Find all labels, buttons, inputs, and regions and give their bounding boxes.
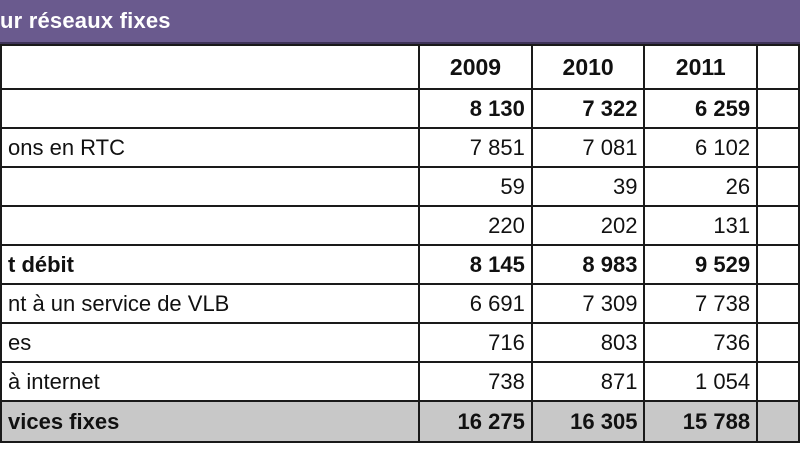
table-row: à internet 738 871 1 054 [0,361,800,402]
cell-2010: 39 [530,166,646,207]
column-header-2011: 2011 [643,44,759,90]
cell-extra [756,88,800,129]
table-row: 59 39 26 [0,166,800,207]
row-label [0,205,421,246]
table-row: 8 130 7 322 6 259 [0,88,800,129]
total-extra [756,400,800,443]
cell-2009: 8 145 [418,244,533,285]
cell-2010: 8 983 [530,244,646,285]
table-row: t débit 8 145 8 983 9 529 [0,244,800,285]
table-header-bar: ur réseaux fixes [0,0,800,44]
cell-2011: 736 [643,322,759,363]
cell-2009: 220 [418,205,533,246]
cell-2009: 59 [418,166,533,207]
total-row: vices fixes 16 275 16 305 15 788 [0,400,800,443]
total-2011: 15 788 [643,400,759,443]
cell-2010: 871 [530,361,646,402]
column-header-2010: 2010 [530,44,646,90]
year-header-row: 2009 2010 2011 [0,44,800,90]
row-label: nt à un service de VLB [0,283,421,324]
column-header-2009: 2009 [418,44,533,90]
row-label: ons en RTC [0,127,421,168]
row-label: es [0,322,421,363]
cell-2011: 7 738 [643,283,759,324]
cell-2009: 7 851 [418,127,533,168]
total-2009: 16 275 [418,400,533,443]
cell-extra [756,127,800,168]
cell-2011: 6 259 [643,88,759,129]
total-2010: 16 305 [530,400,646,443]
total-label: vices fixes [0,400,421,443]
cell-extra [756,361,800,402]
cell-2011: 26 [643,166,759,207]
cell-2010: 7 309 [530,283,646,324]
table-row: ons en RTC 7 851 7 081 6 102 [0,127,800,168]
cell-2010: 202 [530,205,646,246]
row-label: t débit [0,244,421,285]
cell-2011: 9 529 [643,244,759,285]
cell-2009: 738 [418,361,533,402]
cell-extra [756,166,800,207]
cell-2009: 8 130 [418,88,533,129]
cell-2011: 1 054 [643,361,759,402]
data-table: 2009 2010 2011 8 130 7 322 6 259 ons en … [0,44,800,443]
cell-extra [756,322,800,363]
cell-2009: 6 691 [418,283,533,324]
table-row: nt à un service de VLB 6 691 7 309 7 738 [0,283,800,324]
cell-2011: 6 102 [643,127,759,168]
cell-extra [756,244,800,285]
column-header-label [0,44,421,90]
row-label [0,166,421,207]
cell-2011: 131 [643,205,759,246]
cell-2010: 7 081 [530,127,646,168]
row-label [0,88,421,129]
table-title: ur réseaux fixes [0,8,171,33]
row-label: à internet [0,361,421,402]
cell-2009: 716 [418,322,533,363]
cell-2010: 803 [530,322,646,363]
cell-extra [756,283,800,324]
cell-extra [756,205,800,246]
cell-2010: 7 322 [530,88,646,129]
table-row: es 716 803 736 [0,322,800,363]
table-row: 220 202 131 [0,205,800,246]
column-header-extra [756,44,800,90]
